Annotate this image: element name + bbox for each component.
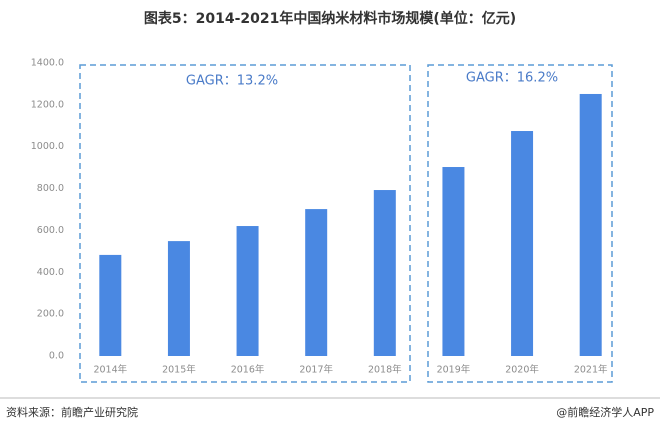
x-tick-label: 2015年 [162,364,196,376]
chart-title: 图表5：2014-2021年中国纳米材料市场规模(单位：亿元) [144,10,516,27]
y-tick-label: 600.0 [37,225,64,236]
credit: @前瞻经济学人APP [556,405,654,419]
x-tick-label: 2016年 [231,364,265,376]
annotation: GAGR：13.2% [186,74,278,89]
y-tick-label: 1000.0 [31,141,64,152]
bar [373,190,396,356]
bar [579,93,602,356]
bar [511,131,534,356]
y-tick-label: 800.0 [37,183,64,194]
x-tick-label: 2018年 [368,364,402,376]
x-tick-label: 2020年 [505,364,539,376]
y-tick-label: 400.0 [37,267,64,278]
y-tick-label: 1200.0 [31,99,64,110]
bar [99,254,122,356]
y-tick-label: 200.0 [37,309,64,320]
group-box [79,64,411,383]
x-tick-label: 2017年 [299,364,333,376]
annotation: GAGR：16.2% [466,71,558,86]
x-tick-label: 2021年 [574,364,608,376]
bar [236,226,259,356]
bar [305,209,328,356]
y-tick-label: 1400.0 [31,58,64,69]
bar [167,241,190,356]
source: 资料来源：前瞻产业研究院 [6,405,138,419]
bar [442,167,465,356]
x-tick-label: 2014年 [93,364,127,376]
y-tick-label: 0.0 [49,351,64,362]
x-tick-label: 2019年 [437,364,471,376]
group-box [427,64,613,383]
